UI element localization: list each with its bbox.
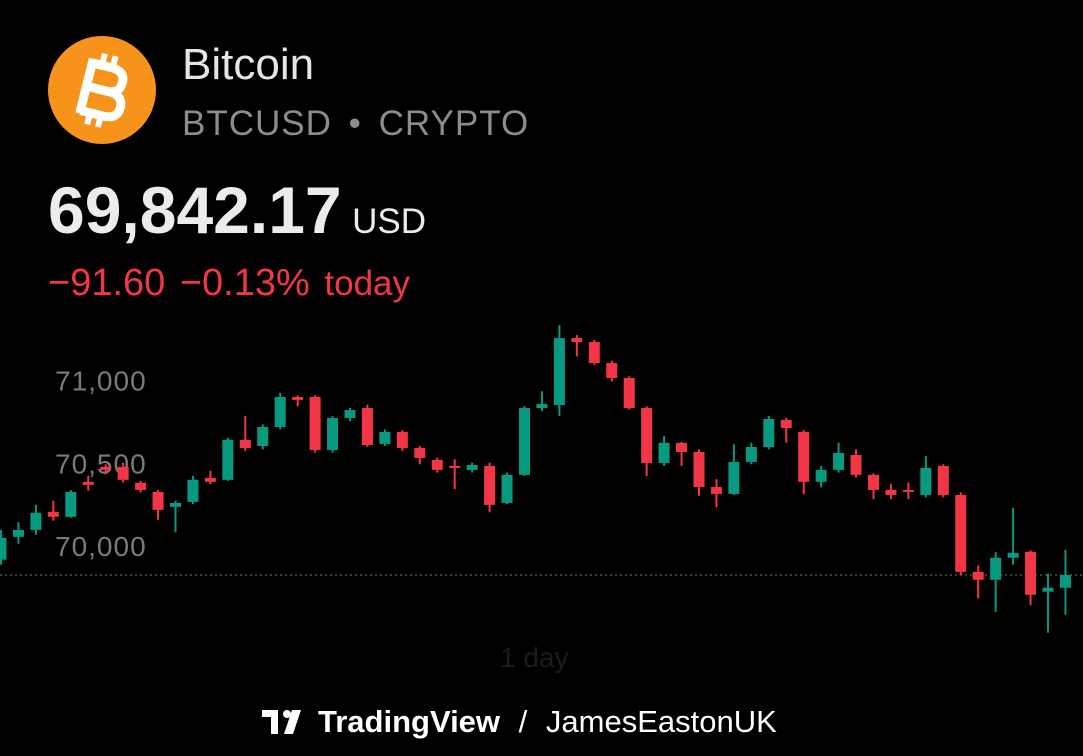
- candle-body: [187, 479, 199, 502]
- candle-body: [1042, 587, 1054, 592]
- candle-body: [309, 396, 321, 450]
- candle-body: [30, 512, 42, 530]
- candle-body: [955, 494, 967, 572]
- candle-body: [780, 419, 792, 428]
- candle-body: [920, 467, 932, 495]
- y-tick-label: 70,500: [55, 448, 147, 479]
- candle-body: [257, 426, 269, 447]
- candle-body: [379, 431, 391, 444]
- candle-body: [1007, 552, 1019, 558]
- asset-meta: BTCUSD • CRYPTO: [182, 104, 529, 144]
- change-percent: −0.13%: [179, 262, 310, 304]
- brand: TradingView: [318, 704, 501, 739]
- candle-body: [327, 417, 339, 450]
- candle-body: [868, 474, 879, 490]
- candle-body: [676, 442, 688, 452]
- candle-body: [536, 404, 548, 409]
- candle-body: [763, 418, 775, 448]
- candle-body: [693, 451, 705, 487]
- user: JamesEastonUK: [545, 704, 777, 739]
- candle-body: [47, 511, 59, 517]
- candle-body: [1059, 575, 1071, 588]
- candle-body: [152, 491, 164, 510]
- candle-body: [972, 571, 984, 580]
- candle-body: [658, 442, 670, 463]
- candle-body: [710, 486, 722, 494]
- candle-body: [65, 491, 77, 517]
- candle-body: [519, 408, 530, 475]
- candle-body: [606, 363, 618, 379]
- period: today: [324, 264, 410, 303]
- candle-body: [798, 431, 810, 482]
- candle-body: [850, 454, 862, 475]
- candle-body: [274, 396, 286, 427]
- candle-body: [239, 439, 251, 448]
- change-row: −91.60 −0.13% today: [48, 262, 410, 305]
- symbol: BTCUSD: [182, 104, 332, 143]
- candle-body: [745, 447, 757, 462]
- candle-body: [885, 489, 897, 495]
- candle-body: [571, 338, 583, 343]
- candle-body: [588, 342, 600, 364]
- tradingview-logo: [262, 710, 301, 734]
- candle-body: [0, 537, 7, 560]
- candle-body: [501, 474, 513, 503]
- candle-body: [990, 557, 1002, 580]
- candle-body: [361, 408, 373, 446]
- currency: USD: [352, 202, 426, 241]
- candle-body: [815, 469, 827, 482]
- interval: 1 day: [500, 642, 569, 673]
- candle-body: [204, 477, 216, 482]
- candle-body: [1025, 551, 1037, 595]
- market: CRYPTO: [378, 104, 530, 143]
- candle-body: [82, 481, 94, 485]
- candle-body: [135, 482, 147, 490]
- y-tick-label: 71,000: [55, 365, 147, 396]
- candle-body: [12, 529, 24, 537]
- bitcoin-logo: [48, 36, 156, 144]
- footer-separator: /: [518, 704, 528, 739]
- asset-name: Bitcoin: [182, 40, 315, 89]
- footer: TradingView / JamesEastonUK: [318, 704, 777, 740]
- candle-body: [728, 461, 740, 494]
- candle-body: [623, 378, 635, 409]
- separator: •: [348, 104, 362, 143]
- candle-body: [833, 452, 845, 470]
- candle-body: [484, 465, 496, 505]
- candle-body: [100, 466, 112, 470]
- candle-body: [222, 439, 234, 480]
- candle-body: [431, 459, 443, 470]
- change: −91.60: [48, 262, 166, 304]
- candle-body: [449, 465, 461, 468]
- candle-body: [937, 465, 949, 495]
- candle-body: [641, 408, 653, 463]
- price-row: 69,842.17 USD: [48, 172, 426, 248]
- candle-body: [292, 396, 304, 400]
- price: 69,842.17: [48, 173, 342, 247]
- candle-body: [414, 448, 426, 458]
- candle-body: [902, 489, 914, 492]
- candle-body: [396, 431, 408, 448]
- candle-body: [344, 410, 356, 418]
- candle-body: [466, 464, 478, 470]
- candle-body: [170, 502, 181, 507]
- y-tick-label: 70,000: [55, 531, 147, 562]
- candle-body: [553, 338, 565, 406]
- candle-body: [117, 466, 129, 480]
